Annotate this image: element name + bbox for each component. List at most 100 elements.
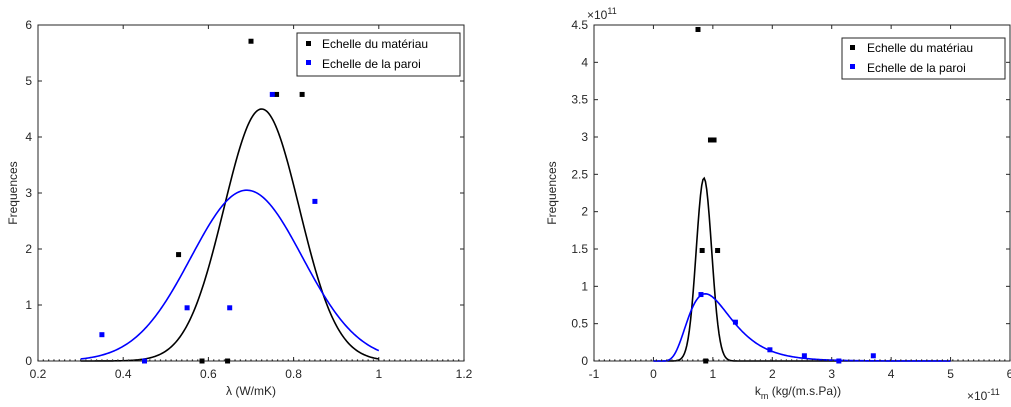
right-baseline-dot xyxy=(988,359,990,361)
left-baseline-dot xyxy=(287,359,289,361)
right-baseline-dot xyxy=(759,359,761,361)
left-y-tick-label: 3 xyxy=(25,186,32,200)
right-y-tick-label: 1.5 xyxy=(571,242,588,256)
left-baseline-dot xyxy=(197,359,199,361)
right-baseline-dot xyxy=(609,359,611,361)
right-data-points xyxy=(695,26,876,364)
left-baseline-dot xyxy=(159,359,162,361)
right-baseline-dot xyxy=(822,359,824,361)
left-baseline-dot xyxy=(399,359,401,361)
right-baseline-dot xyxy=(999,359,1001,361)
left-baseline-dot xyxy=(213,359,215,361)
right-baseline-dot xyxy=(666,359,668,361)
left-y-ticks: 0 1 2 3 4 5 6 xyxy=(25,18,464,368)
right-baseline-dot xyxy=(791,359,793,361)
right-baseline-dot xyxy=(681,359,683,361)
right-baseline-dot xyxy=(687,359,689,361)
left-legend-box xyxy=(296,32,461,77)
left-baseline-dot xyxy=(117,359,119,361)
left-baseline-dot xyxy=(415,359,417,361)
left-baseline-dot xyxy=(138,359,140,361)
right-baseline-dot xyxy=(947,359,949,361)
right-x-exponent-base: ×10 xyxy=(967,389,988,403)
right-baseline-dot xyxy=(603,359,605,361)
right-baseline-dot xyxy=(967,359,969,361)
right-x-exponent-power: -11 xyxy=(987,387,999,397)
right-baseline-dot xyxy=(915,359,917,361)
left-curve-material xyxy=(80,108,379,362)
left-baseline-dot xyxy=(330,359,332,361)
right-baseline-dot xyxy=(926,359,928,361)
right-baseline-dot xyxy=(801,359,803,361)
left-x-tick-label: 0.8 xyxy=(285,367,302,381)
left-baseline-dot xyxy=(80,359,82,361)
left-baseline-dot xyxy=(149,359,151,361)
right-baseline-dot xyxy=(952,359,954,361)
left-plot-frame xyxy=(37,24,465,362)
left-baseline-dot xyxy=(111,359,114,361)
right-baseline-dot xyxy=(1004,359,1006,361)
left-baseline-dot xyxy=(186,359,188,361)
left-baseline-dot xyxy=(293,359,295,361)
right-x-tick-label: 0 xyxy=(650,367,657,381)
right-y-tick-label: 1 xyxy=(581,279,588,293)
right-baseline-dot xyxy=(728,359,730,361)
right-y-tick-label: 4.5 xyxy=(571,18,588,32)
left-baseline-dot xyxy=(447,359,449,361)
right-baseline-dot xyxy=(832,359,834,361)
left-baseline-dot xyxy=(404,359,407,361)
left-baseline-dot xyxy=(362,359,364,361)
right-baseline-dot xyxy=(739,359,741,361)
right-legend-marker-material xyxy=(850,45,855,50)
right-x-tick-label: 1 xyxy=(710,367,717,381)
right-legend-label-wall: Echelle de la paroi xyxy=(867,61,966,75)
left-baseline-dot xyxy=(165,359,167,361)
left-baseline-dot xyxy=(340,359,343,361)
right-baseline-dot xyxy=(676,359,678,361)
left-legend-marker-wall xyxy=(306,60,311,65)
left-baseline-dot xyxy=(308,359,311,361)
left-baseline-dot xyxy=(388,359,391,361)
left-baseline-dot xyxy=(335,359,337,361)
left-baseline-dot xyxy=(266,359,268,361)
right-y-exponent-base: ×10 xyxy=(587,8,608,22)
right-baseline-dot xyxy=(895,359,897,361)
left-legend-label-material: Echelle du matériau xyxy=(322,37,428,51)
right-point-wall xyxy=(698,292,704,298)
right-x-axis-label-sub: m xyxy=(761,391,769,401)
left-baseline-dot xyxy=(282,359,284,361)
right-baseline-dot xyxy=(692,359,694,361)
right-baseline-dot xyxy=(671,359,673,361)
right-baseline-dot xyxy=(718,359,720,361)
left-baseline-dot xyxy=(303,359,305,361)
right-baseline-dot xyxy=(889,359,891,361)
left-baseline-dot xyxy=(378,359,380,361)
left-baseline-dot xyxy=(255,359,257,361)
right-baseline-dot xyxy=(978,359,980,361)
right-point-material xyxy=(707,137,713,143)
right-baseline-dot xyxy=(962,359,964,361)
left-point-wall xyxy=(142,358,147,364)
right-y-tick-label: 4 xyxy=(581,55,588,69)
right-legend: Echelle du matériau Echelle de la paroi xyxy=(841,37,1006,80)
right-baseline-dot xyxy=(749,359,751,361)
right-x-tick-label: 6 xyxy=(1007,367,1011,381)
left-point-material xyxy=(199,358,205,364)
right-x-tick-label: 3 xyxy=(828,367,835,381)
left-baseline-dot xyxy=(452,359,454,361)
right-baseline-dot xyxy=(905,359,907,361)
right-baseline-dot xyxy=(910,359,912,361)
right-baseline-dot xyxy=(848,359,850,361)
right-baseline-dot xyxy=(723,359,725,361)
left-baseline-dot xyxy=(277,359,279,361)
right-y-tick-label: 0 xyxy=(581,354,588,368)
left-point-material xyxy=(176,252,182,258)
left-x-tick-label: 0.4 xyxy=(115,367,132,381)
right-y-tick-label: 3.5 xyxy=(571,93,588,107)
right-baseline-dot xyxy=(900,359,902,361)
right-point-wall xyxy=(870,353,876,359)
left-baseline-dot xyxy=(314,359,316,361)
right-baseline-dot xyxy=(993,359,995,361)
right-baseline-dot xyxy=(598,359,600,361)
